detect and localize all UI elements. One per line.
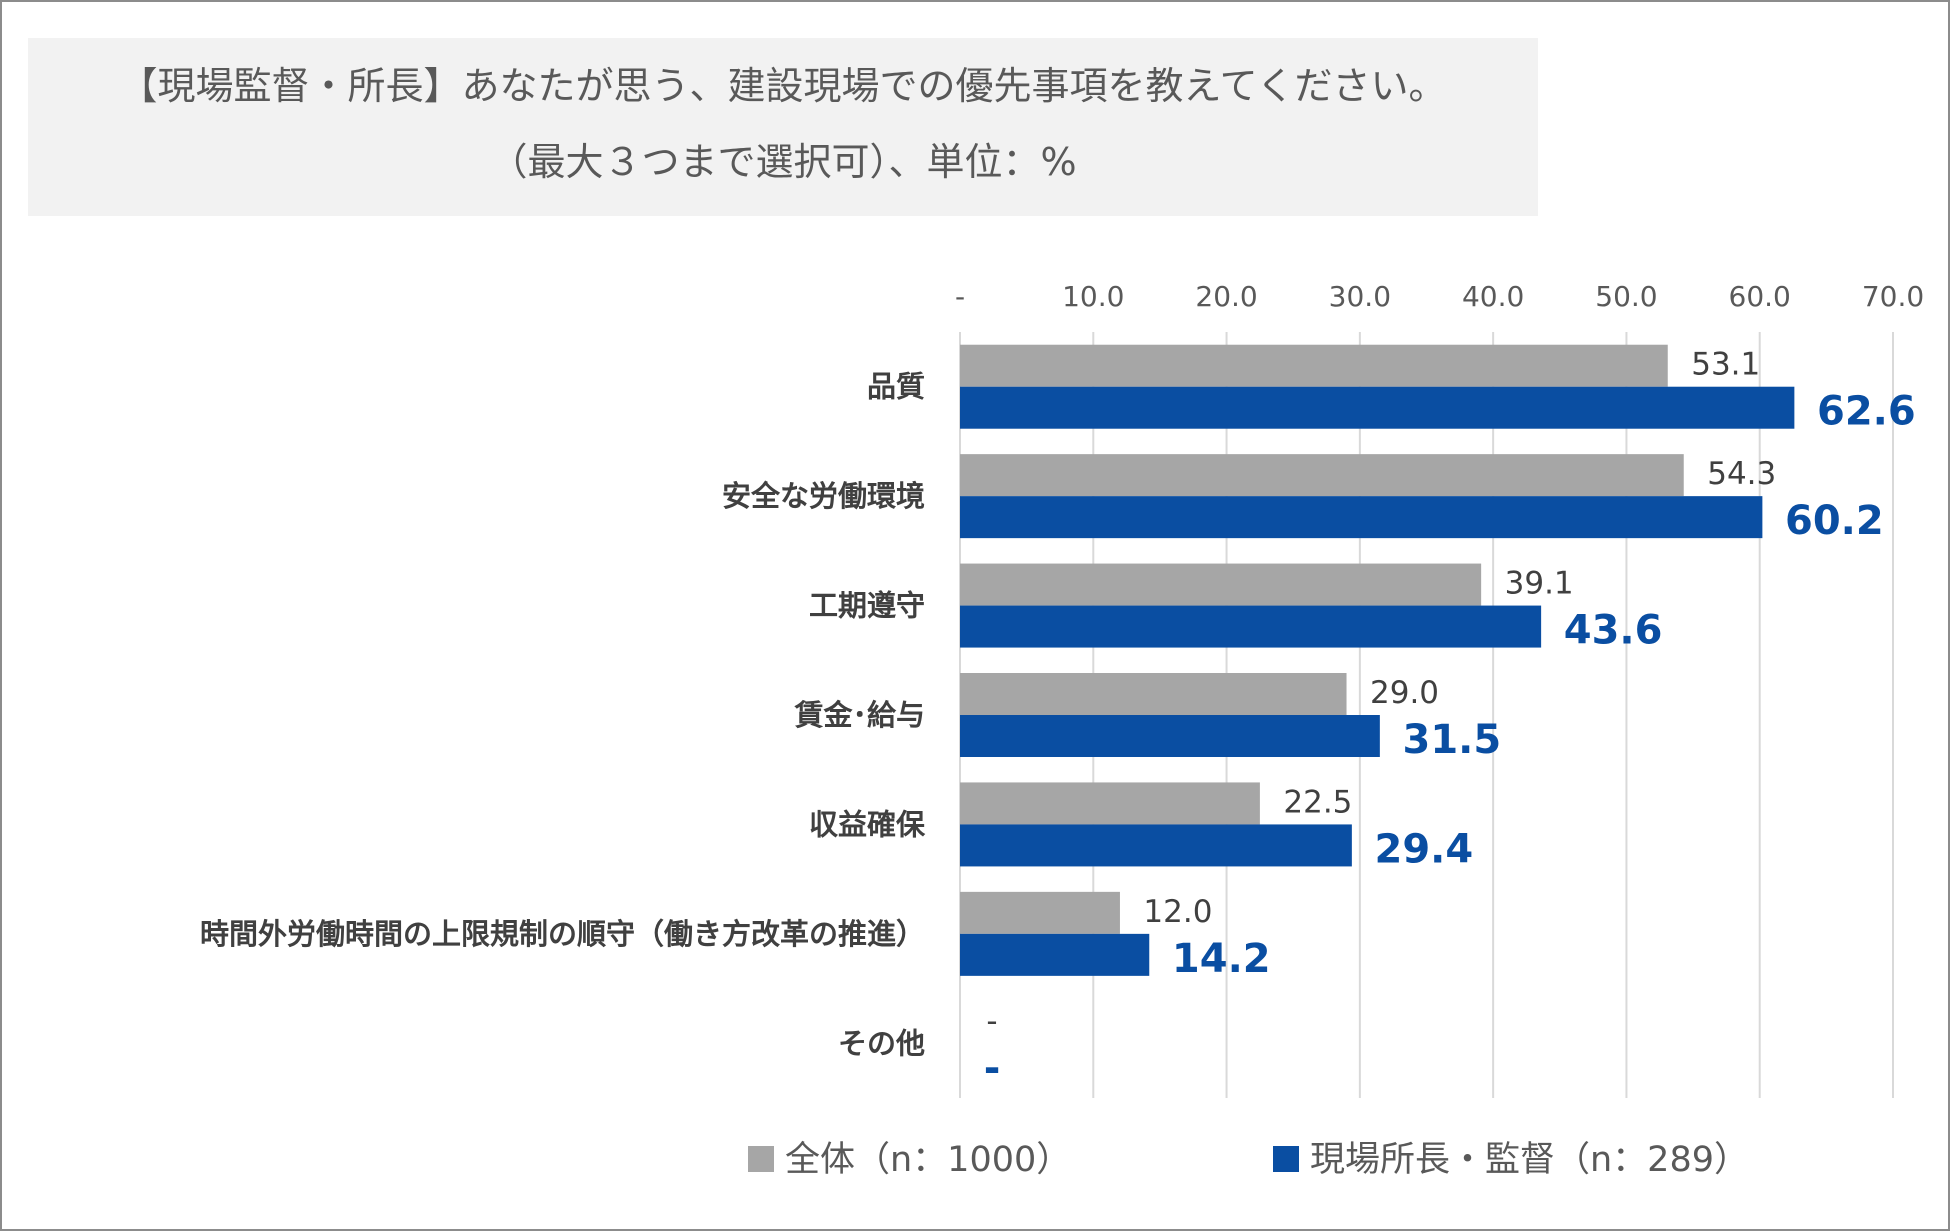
x-tick-label: 20.0	[1195, 280, 1257, 313]
bar-site	[960, 933, 1150, 976]
x-tick-label: 50.0	[1595, 280, 1657, 313]
data-label-all: 29.0	[1370, 675, 1439, 711]
data-label-site: 43.6	[1564, 608, 1663, 654]
x-tick-label: 70.0	[1862, 280, 1924, 313]
chart-title-line-2: （最大３つまで選択可）、単位：%	[489, 140, 1077, 184]
data-label-all: 54.3	[1707, 456, 1776, 492]
bar-all	[960, 454, 1684, 497]
bars	[960, 344, 1795, 976]
bar-all	[960, 344, 1668, 387]
data-label-all: 39.1	[1505, 566, 1574, 602]
data-label-site: 14.2	[1172, 936, 1271, 982]
data-label-all: 53.1	[1691, 347, 1760, 383]
data-label-all: 12.0	[1143, 894, 1212, 930]
bar-all	[960, 673, 1347, 715]
legend-label-site: 現場所長・監督（n：289）	[1310, 1140, 1749, 1180]
category-label: 品質	[867, 370, 925, 404]
chart-title-box: 【現場監督・所長】あなたが思う、建設現場での優先事項を教えてください。 （最大３…	[28, 38, 1538, 216]
category-label: 安全な労働環境	[722, 479, 925, 513]
bar-all	[960, 782, 1260, 825]
category-label: その他	[838, 1026, 925, 1060]
chart-title-line-1: 【現場監督・所長】あなたが思う、建設現場での優先事項を教えてください。	[119, 64, 1447, 108]
category-label: 時間外労働時間の上限規制の順守（働き方改革の推進）	[200, 917, 925, 951]
category-label: 収益確保	[809, 807, 926, 841]
legend-label-all: 全体（n：1000）	[785, 1140, 1071, 1180]
x-axis-tick-labels: - 10.0 20.0 30.0 40.0 50.0 60.0 70.0	[955, 280, 1924, 313]
category-label: 賃金･給与	[793, 698, 925, 732]
data-label-all: -	[986, 1003, 997, 1039]
legend: 全体（n：1000） 現場所長・監督（n：289）	[748, 1140, 1749, 1180]
x-tick-label: 60.0	[1729, 280, 1791, 313]
bar-site	[960, 386, 1795, 429]
bar-all	[960, 891, 1120, 934]
x-tick-label: 30.0	[1329, 280, 1391, 313]
x-tick-label: 40.0	[1462, 280, 1524, 313]
data-label-site: 62.6	[1817, 389, 1916, 435]
bar-site	[960, 824, 1352, 867]
legend-swatch-site	[1273, 1146, 1299, 1172]
bar-site	[960, 496, 1763, 539]
bar-site	[960, 715, 1380, 757]
category-labels: 品質安全な労働環境工期遵守賃金･給与収益確保時間外労働時間の上限規制の順守（働き…	[200, 370, 926, 1061]
legend-swatch-all	[748, 1146, 774, 1172]
x-tick-label: 10.0	[1062, 280, 1124, 313]
x-tick-label: -	[955, 280, 965, 313]
category-label: 工期遵守	[809, 589, 925, 623]
data-label-site: 60.2	[1785, 498, 1884, 544]
bar-all	[960, 563, 1482, 606]
data-label-site: 29.4	[1375, 826, 1474, 872]
data-label-all: 22.5	[1283, 784, 1352, 820]
data-label-site: -	[984, 1045, 1001, 1091]
bar-site	[960, 605, 1542, 648]
data-labels: 53.1 62.6 54.360.2 39.1 43.6 29.0 31.5 22.5 29.4…	[984, 347, 1916, 1092]
data-label-site: 31.5	[1402, 717, 1501, 763]
